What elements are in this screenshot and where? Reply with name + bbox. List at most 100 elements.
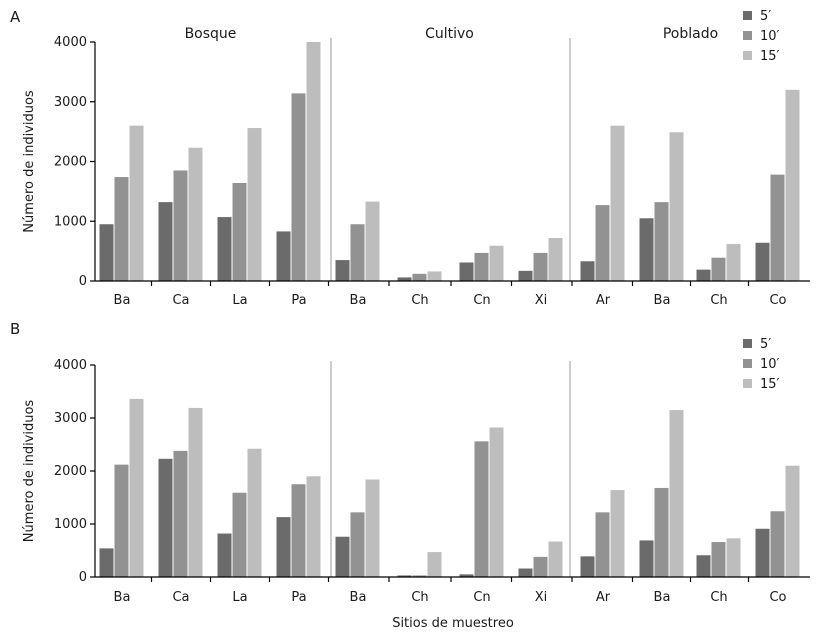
bar-a-cn-s2 (489, 245, 504, 281)
y-tick-label: 3000 (54, 95, 87, 110)
bar-b-ba-s2 (365, 479, 380, 577)
bar-a-pa-s1 (291, 93, 306, 281)
bar-a-ch-s0 (696, 269, 711, 281)
x-tick-label: Ba (654, 293, 671, 308)
bar-b-cn-s2 (489, 427, 504, 577)
y-tick-label: 0 (79, 570, 87, 585)
bar-a-ba-s2 (669, 132, 684, 281)
bar-a-xi-s1 (533, 252, 548, 281)
x-tick-label: Ca (172, 293, 189, 308)
bar-a-co-s0 (755, 242, 770, 281)
y-tick-label: 4000 (54, 35, 87, 50)
y-tick-label: 1000 (54, 214, 87, 229)
bar-a-xi-s0 (518, 270, 533, 281)
group-label: Poblado (663, 26, 718, 42)
bar-a-ba-s2 (129, 125, 144, 282)
bar-a-la-s2 (247, 128, 262, 281)
bar-a-ch-s2 (427, 271, 442, 281)
bar-a-ba-s1 (350, 224, 365, 281)
bar-b-la-s2 (247, 448, 262, 577)
y-axis-title: Número de individuos (22, 90, 37, 233)
y-tick-label: 0 (79, 274, 87, 289)
legend-swatch (743, 11, 752, 20)
legend-swatch (743, 339, 752, 348)
bar-b-co-s2 (785, 465, 800, 577)
x-tick-label: Ba (654, 590, 671, 605)
bar-b-cn-s1 (474, 441, 489, 577)
bar-a-ba-s0 (335, 260, 350, 281)
x-tick-label: Co (769, 590, 786, 605)
bar-b-cn-s0 (459, 574, 474, 577)
x-tick-label: La (232, 590, 247, 605)
bar-a-pa-s0 (276, 231, 291, 281)
bar-a-ca-s1 (173, 170, 188, 281)
bar-a-cn-s1 (474, 252, 489, 281)
x-tick-label: Xi (535, 293, 548, 308)
x-tick-label: Ch (710, 293, 727, 308)
y-tick-label: 2000 (54, 464, 87, 479)
bar-a-ca-s0 (158, 202, 173, 281)
bar-b-xi-s1 (533, 556, 548, 577)
x-tick-label: Pa (291, 293, 306, 308)
legend-label: 10′ (760, 29, 780, 44)
x-tick-label: Pa (291, 590, 306, 605)
x-tick-label: Ch (411, 293, 428, 308)
bar-b-ch-s1 (711, 542, 726, 577)
x-tick-label: Xi (535, 590, 548, 605)
bar-b-ba-s1 (114, 464, 129, 577)
legend-label: 15′ (760, 49, 780, 64)
bar-b-pa-s2 (306, 476, 321, 577)
bar-b-ba-s0 (99, 548, 114, 577)
bar-b-ca-s0 (158, 458, 173, 577)
y-tick-label: 1000 (54, 517, 87, 532)
bar-b-ca-s2 (188, 407, 203, 577)
y-axis-title: Número de individuos (22, 400, 37, 543)
chart-panel-a: A Número de individuos 0 1000 2000 3000 4000 Ba… (10, 8, 810, 308)
x-tick-label: Ar (596, 590, 611, 605)
panel-letter: A (10, 8, 21, 26)
legend-label: 5′ (760, 337, 771, 352)
x-tick-label: Cn (473, 293, 490, 308)
bar-b-pa-s1 (291, 484, 306, 577)
bar-a-co-s2 (785, 89, 800, 281)
bar-a-la-s0 (217, 217, 232, 281)
group-label: Bosque (185, 26, 237, 42)
x-tick-label: Ca (172, 590, 189, 605)
bar-b-ba-s0 (335, 536, 350, 577)
bar-a-la-s1 (232, 183, 247, 281)
bar-a-ch-s0 (397, 277, 412, 281)
x-tick-label: Ba (350, 590, 367, 605)
bar-a-ba-s1 (114, 177, 129, 281)
group-label: Cultivo (425, 26, 474, 42)
bar-b-ba-s2 (669, 410, 684, 577)
x-tick-label: Ar (596, 293, 611, 308)
legend-label: 5′ (760, 9, 771, 24)
bar-a-ba-s0 (99, 224, 114, 281)
bar-a-xi-s2 (548, 237, 563, 281)
legend: 5′ 10′ 15′ (743, 337, 780, 392)
bar-a-ba-s1 (654, 202, 669, 281)
bar-b-ar-s1 (595, 512, 610, 577)
panel-letter: B (10, 320, 20, 338)
legend-label: 10′ (760, 357, 780, 372)
bar-a-cn-s0 (459, 262, 474, 281)
bar-b-ba-s2 (129, 398, 144, 577)
legend-swatch (743, 359, 752, 368)
y-tick-label: 4000 (54, 358, 87, 373)
legend: 5′ 10′ 15′ (743, 9, 780, 64)
bar-b-ch-s2 (726, 538, 741, 577)
legend-swatch (743, 379, 752, 388)
bar-a-ch-s1 (412, 273, 427, 281)
x-tick-label: Ba (350, 293, 367, 308)
bar-b-ba-s0 (639, 540, 654, 577)
bar-b-ar-s2 (610, 490, 625, 577)
bar-a-co-s1 (770, 174, 785, 281)
bar-b-xi-s2 (548, 541, 563, 577)
x-tick-label: Ch (411, 590, 428, 605)
bar-b-ca-s1 (173, 450, 188, 577)
x-tick-label: Ba (114, 293, 131, 308)
bar-b-xi-s0 (518, 568, 533, 577)
bar-b-ar-s0 (580, 556, 595, 577)
bar-b-la-s1 (232, 492, 247, 577)
